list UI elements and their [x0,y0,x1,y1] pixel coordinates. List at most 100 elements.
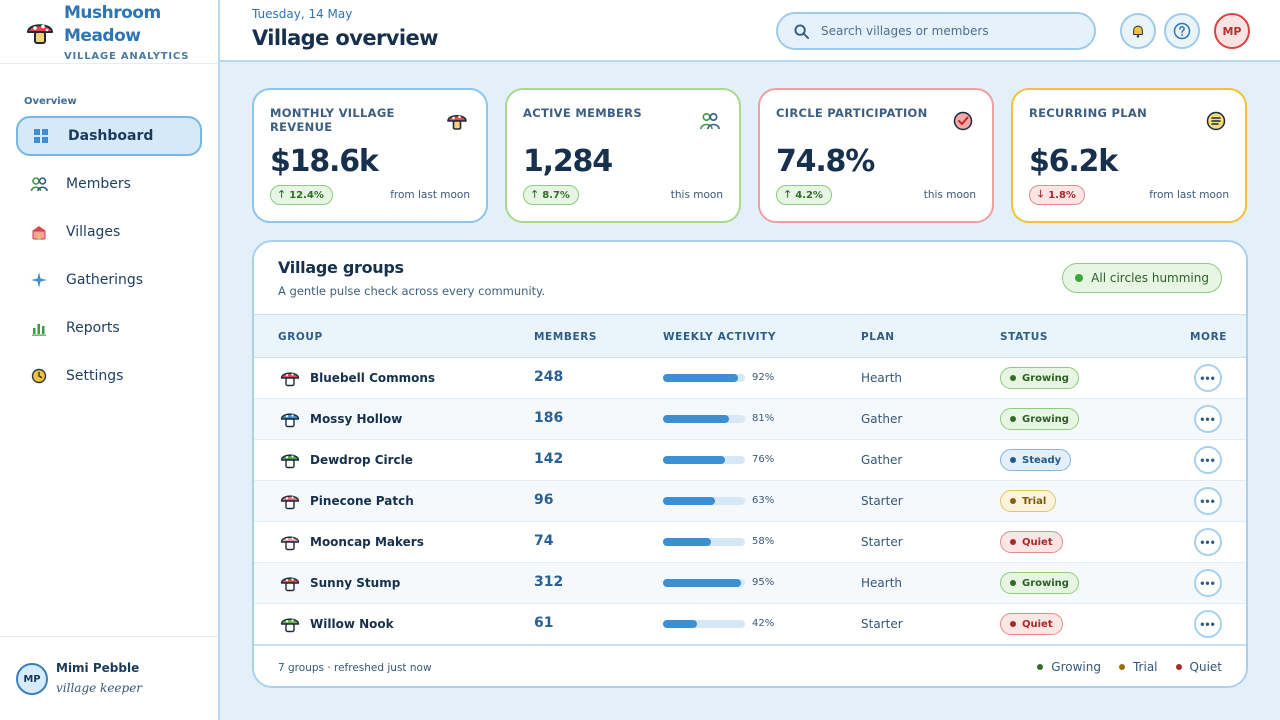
search-bar[interactable] [776,12,1096,50]
legend-dot-icon [1118,664,1125,670]
plan-name: Hearth [861,576,903,590]
more-options-button[interactable]: ••• [1194,610,1222,638]
kpi-label: MONTHLY VILLAGE REVENUE [270,106,395,134]
reports-icon [30,319,48,337]
more-options-button[interactable]: ••• [1194,364,1222,392]
table-row[interactable]: Willow Nook 61 42% Starter Quiet ••• [254,604,1246,645]
sidebar-item-label: Dashboard [68,128,154,144]
activity-percent: 63% [752,495,775,506]
column-header-status[interactable]: STATUS [1000,331,1049,343]
kpi-delta-badge: 🡑 12.4% [270,185,333,205]
group-name[interactable]: Sunny Stump [310,576,401,590]
plan-name: Starter [861,617,903,631]
status-pill: All circles humming [1062,263,1222,293]
activity-bar-fill [663,538,711,546]
sidebar-item-label: Villages [66,224,121,240]
table-row[interactable]: Sunny Stump 312 95% Hearth Growing ••• [254,563,1246,604]
current-user[interactable]: MP Mimi Pebble village keeper [0,636,218,720]
sidebar-item-settings[interactable]: Settings [16,356,202,396]
status-pill-label: All circles humming [1091,271,1209,285]
member-count: 312 [534,574,564,590]
column-header-group[interactable]: GROUP [278,331,323,343]
activity-percent: 58% [752,536,775,547]
activity-bar-fill [663,374,739,382]
kpi-value: 1,284 [523,144,613,179]
sidebar-item-reports[interactable]: Reports [16,308,202,348]
member-count: 96 [534,492,554,508]
kpi-card-recurring-plan: RECURRING PLAN $6.2k 🡓 1.8% from last moo… [1011,88,1247,223]
legend-label: Growing [1051,660,1101,674]
more-options-button[interactable]: ••• [1194,446,1222,474]
kpi-note: from last moon [1149,189,1229,201]
more-options-button[interactable]: ••• [1194,405,1222,433]
group-name[interactable]: Dewdrop Circle [310,453,413,467]
status-badge: Quiet [1000,531,1063,553]
group-name[interactable]: Mooncap Makers [310,535,424,549]
table-row[interactable]: Mossy Hollow 186 81% Gather Growing ••• [254,399,1246,440]
activity-bar-fill [663,456,726,464]
column-header-plan[interactable]: PLAN [861,331,895,343]
clock-icon [30,367,48,385]
brand-name: Mushroom Meadow [64,3,161,46]
list-badge-icon [1206,111,1226,131]
mushroom-icon [280,536,300,551]
table-row[interactable]: Pinecone Patch 96 63% Starter Trial ••• [254,481,1246,522]
table-row[interactable]: Dewdrop Circle 142 76% Gather Steady ••• [254,440,1246,481]
user-role: village keeper [56,681,143,695]
status-dot-icon [1075,274,1084,282]
group-name[interactable]: Bluebell Commons [310,371,436,385]
legend-item-growing: Growing [1037,660,1101,674]
plan-name: Hearth [861,371,903,385]
sidebar-item-gatherings[interactable]: Gatherings [16,260,202,300]
column-header-weekly-activity[interactable]: WEEKLY ACTIVITY [663,331,777,343]
kpi-label: ACTIVE MEMBERS [523,106,642,120]
kpi-label: RECURRING PLAN [1029,106,1148,120]
kpi-delta-badge: 🡓 1.8% [1029,185,1085,205]
table-row[interactable]: Mooncap Makers 74 58% Starter Quiet ••• [254,522,1246,563]
sidebar-item-label: Gatherings [66,272,144,288]
kpi-note: this moon [923,189,976,201]
activity-percent: 81% [752,413,775,424]
sidebar-item-label: Settings [66,368,124,384]
kpi-note: from last moon [390,189,470,201]
activity-percent: 92% [752,372,775,383]
group-name[interactable]: Willow Nook [310,617,394,631]
group-name[interactable]: Pinecone Patch [310,494,414,508]
bell-icon [1133,25,1143,38]
status-label: Growing [1022,577,1069,589]
more-options-button[interactable]: ••• [1194,569,1222,597]
kpi-delta-value: 4.2% [795,189,823,201]
member-count: 61 [534,615,554,631]
column-header-members[interactable]: MEMBERS [534,331,598,343]
ellipsis-icon: ••• [1200,453,1216,467]
table-body: Bluebell Commons 248 92% Hearth Growing ••• Mo… [254,358,1246,645]
mushroom-icon [280,577,300,592]
user-avatar-button[interactable]: MP [1214,13,1250,49]
more-options-button[interactable]: ••• [1194,487,1222,515]
search-input[interactable] [821,24,1071,38]
activity-bar [663,538,745,546]
kpi-value: $6.2k [1029,144,1118,179]
status-label: Growing [1022,372,1069,384]
kpi-note: this moon [670,189,723,201]
sidebar-item-members[interactable]: Members [16,164,202,204]
status-badge: Quiet [1000,613,1063,635]
more-options-button[interactable]: ••• [1194,528,1222,556]
group-name[interactable]: Mossy Hollow [310,412,403,426]
kpi-card-circle-participation: CIRCLE PARTICIPATION 74.8% 🡑 4.2% this mo… [758,88,994,223]
activity-bar [663,579,745,587]
help-button[interactable] [1164,13,1200,49]
dashboard-icon [32,127,50,145]
activity-percent: 76% [752,454,775,465]
ellipsis-icon: ••• [1200,412,1216,426]
mushroom-icon [280,372,300,387]
status-dot-icon [1010,375,1016,381]
notifications-button[interactable] [1120,13,1156,49]
activity-bar-fill [663,497,715,505]
legend-item-trial: Trial [1118,660,1158,674]
sidebar-item-dashboard[interactable]: Dashboard [16,116,202,156]
status-dot-icon [1010,539,1016,545]
activity-bar [663,374,745,382]
sidebar-item-villages[interactable]: Villages [16,212,202,252]
table-row[interactable]: Bluebell Commons 248 92% Hearth Growing ••• [254,358,1246,399]
